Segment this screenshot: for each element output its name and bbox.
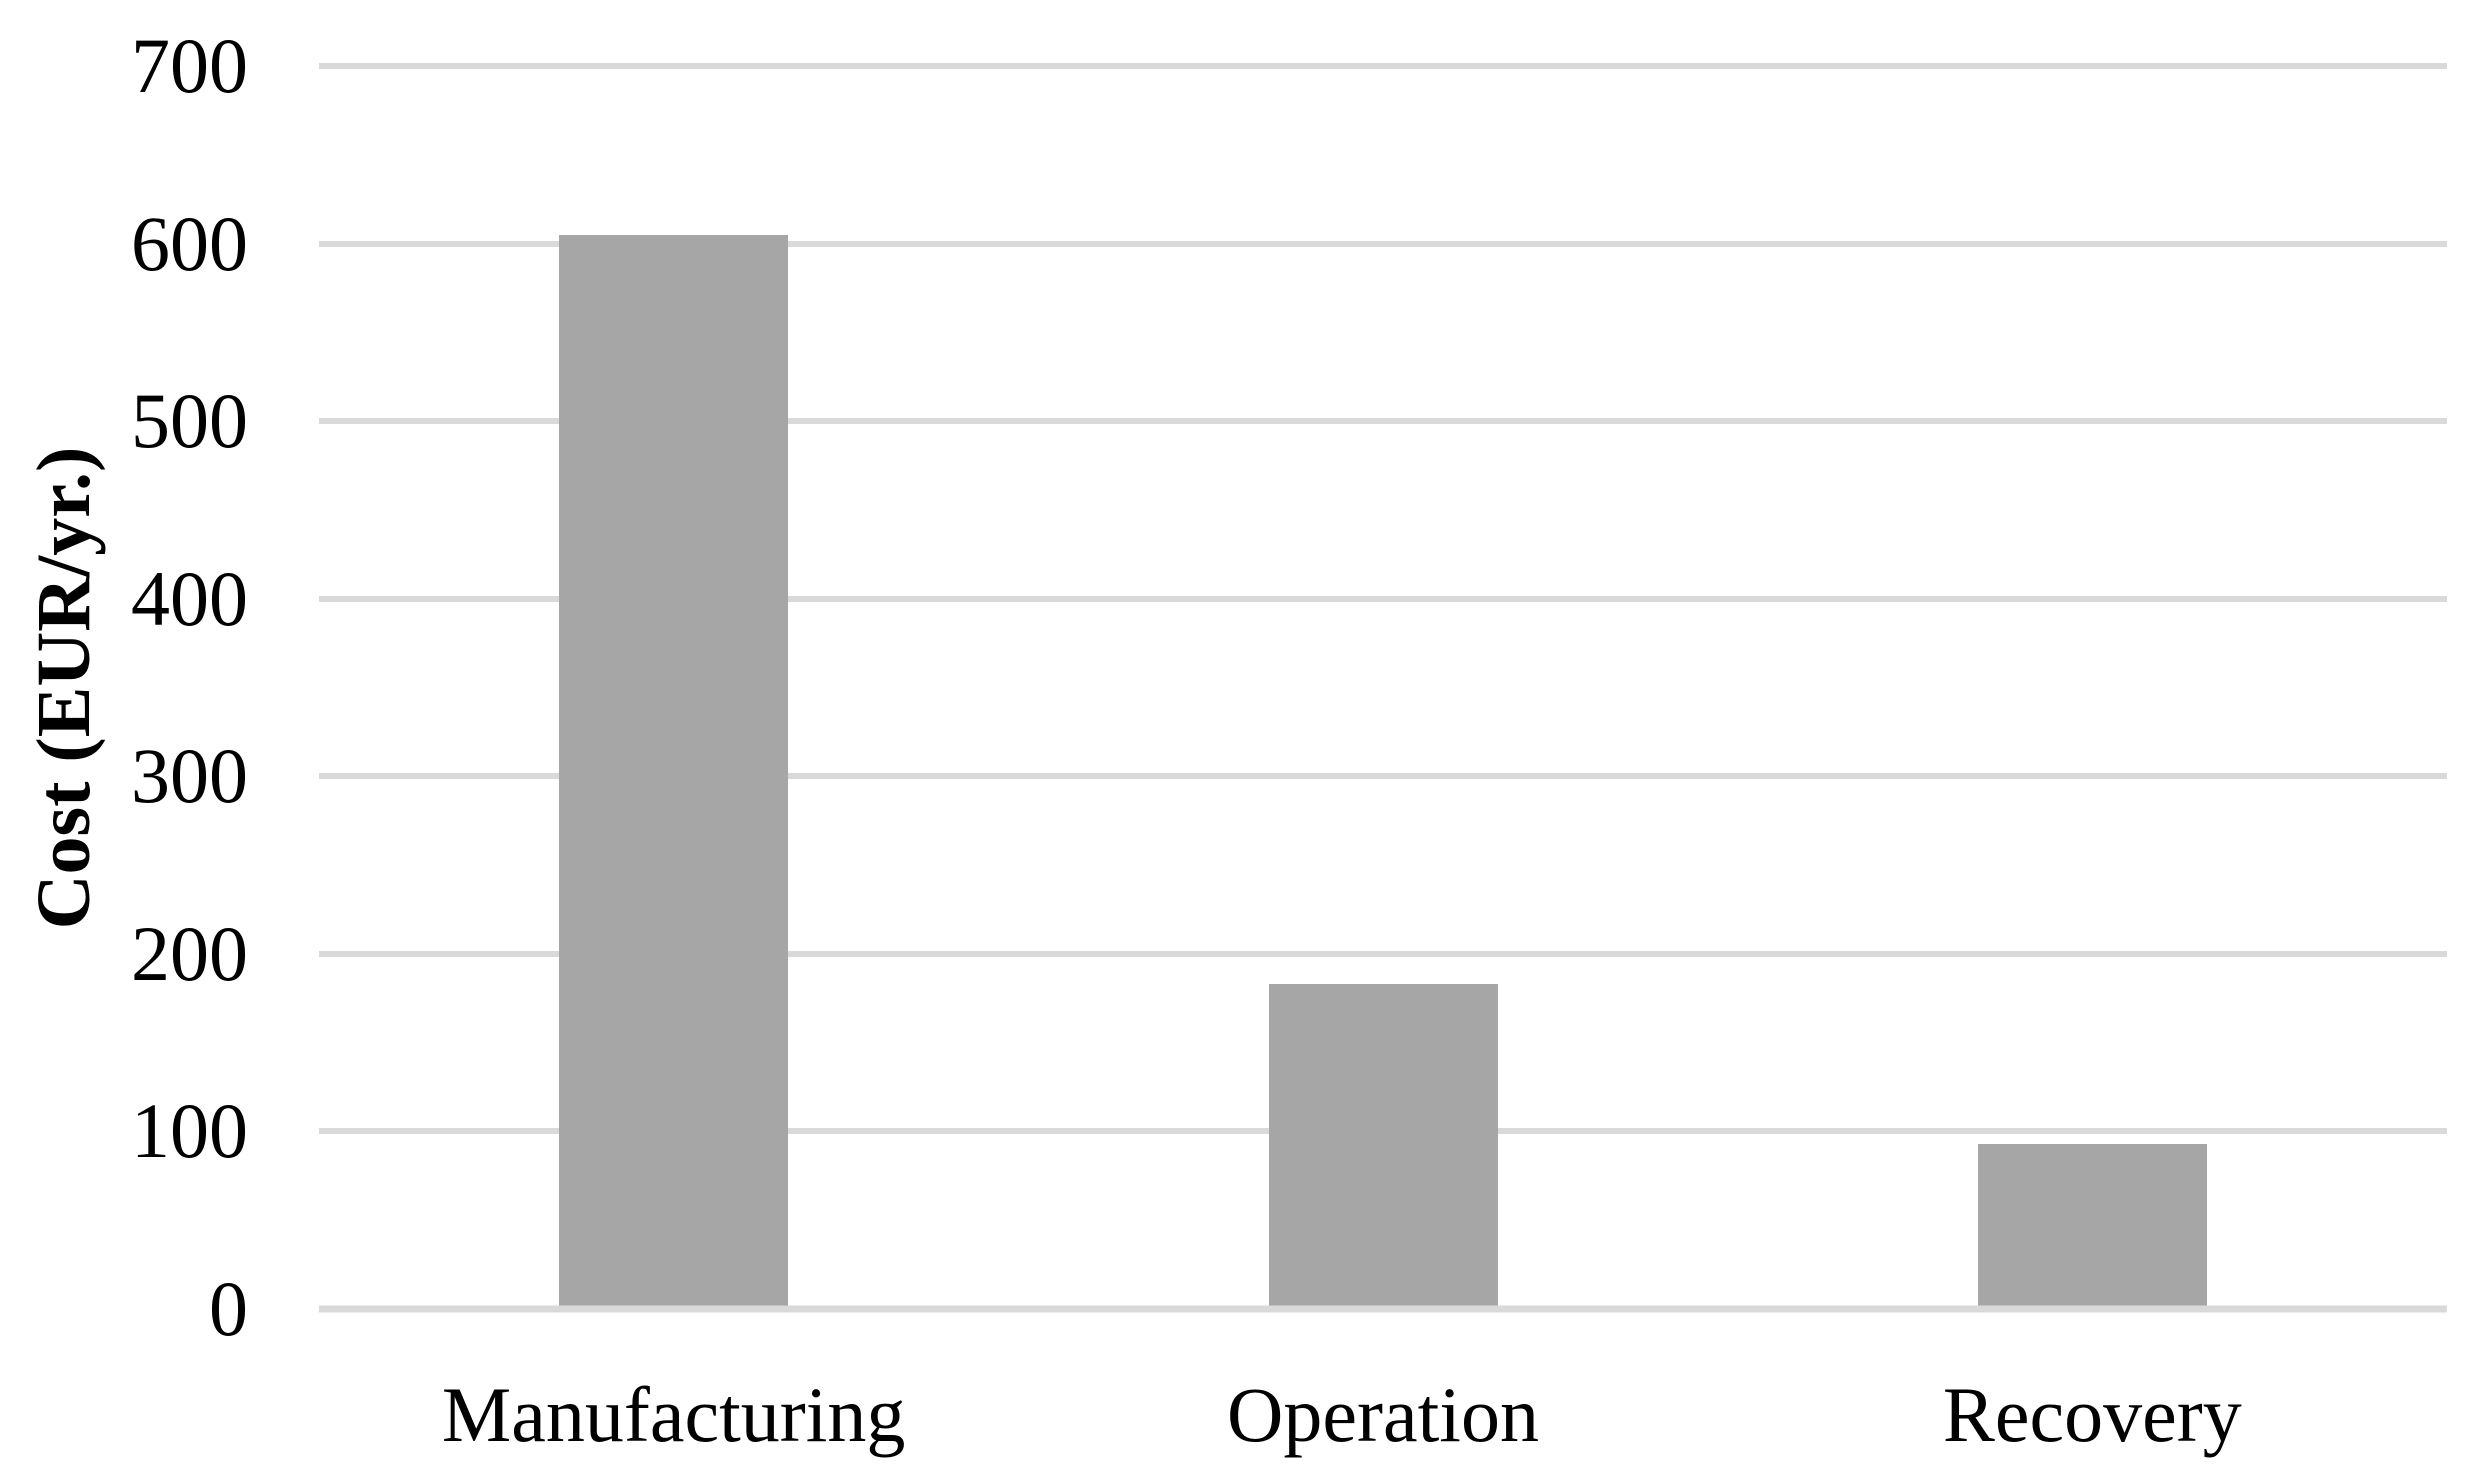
category-label-manufacturing: Manufacturing [441,1371,906,1458]
plot-area [319,63,2447,1313]
y-tick-label-0: 0 [209,1265,248,1352]
gridline-y700 [319,63,2447,69]
y-tick-label-700: 700 [131,22,248,109]
bar-operation [1268,984,1498,1309]
category-label-recovery: Recovery [1942,1371,2242,1458]
bar-recovery [1977,1143,2207,1309]
category-label-operation: Operation [1227,1371,1539,1458]
gridline-y600 [319,240,2447,247]
gridline-y300 [319,773,2447,780]
y-tick-label-400: 400 [131,554,248,642]
y-tick-label-300: 300 [131,732,248,820]
bar-manufacturing [559,234,789,1309]
x-axis-line [319,1305,2447,1313]
y-tick-label-500: 500 [131,377,248,465]
gridline-y400 [319,595,2447,602]
y-tick-label-200: 200 [131,909,248,997]
gridline-y200 [319,950,2447,957]
y-tick-label-600: 600 [131,199,248,287]
y-axis-title: Cost (EUR/yr.) [22,446,106,930]
gridline-y500 [319,418,2447,425]
y-tick-label-100: 100 [131,1087,248,1175]
